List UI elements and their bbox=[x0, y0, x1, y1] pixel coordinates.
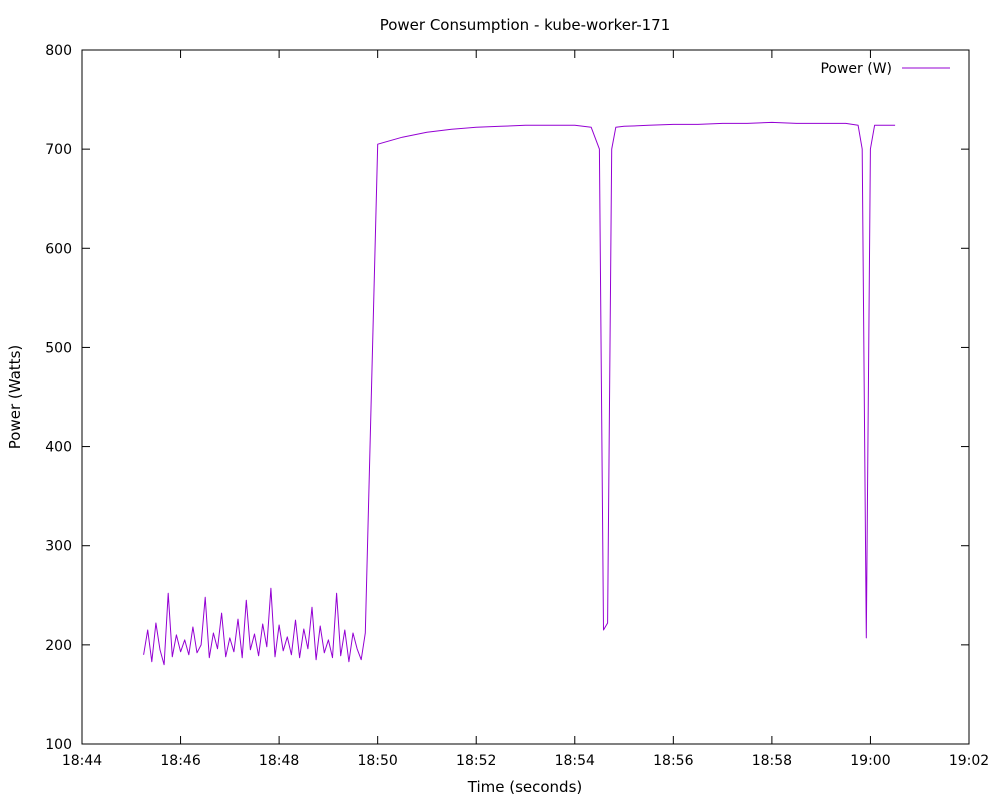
chart-title: Power Consumption - kube-worker-171 bbox=[380, 16, 671, 34]
y-tick-label: 200 bbox=[45, 638, 72, 654]
plot-frame bbox=[81, 49, 970, 745]
x-tick-label: 18:50 bbox=[357, 753, 397, 769]
y-tick-label: 400 bbox=[45, 440, 72, 456]
x-tick-label: 18:58 bbox=[752, 753, 792, 769]
x-tick-label: 18:44 bbox=[62, 753, 102, 769]
x-axis: 18:44 18:46 18:48 18:50 18:52 18:54 18:56 18:58… bbox=[62, 50, 989, 769]
x-tick-label: 18:46 bbox=[160, 753, 200, 769]
x-tick-label: 18:52 bbox=[456, 753, 496, 769]
x-axis-label: Time (seconds) bbox=[467, 778, 583, 796]
x-tick-label: 18:48 bbox=[259, 753, 299, 769]
legend-label: Power (W) bbox=[820, 61, 892, 77]
y-tick-label: 700 bbox=[45, 142, 72, 158]
y-tick-label: 600 bbox=[45, 241, 72, 257]
y-tick-label: 100 bbox=[45, 737, 72, 753]
y-axis: 100 200 300 400 500 600 700 800 bbox=[45, 43, 969, 753]
y-axis-label: Power (Watts) bbox=[6, 345, 24, 449]
y-tick-label: 300 bbox=[45, 539, 72, 555]
legend: Power (W) bbox=[820, 61, 950, 77]
y-tick-label: 500 bbox=[45, 340, 72, 356]
x-tick-label: 19:00 bbox=[850, 753, 890, 769]
y-tick-label: 800 bbox=[45, 43, 72, 59]
x-tick-label: 19:02 bbox=[949, 753, 989, 769]
x-tick-label: 18:56 bbox=[653, 753, 693, 769]
series-line-power bbox=[143, 121, 896, 666]
x-tick-label: 18:54 bbox=[555, 753, 595, 769]
series-layer bbox=[143, 121, 896, 666]
